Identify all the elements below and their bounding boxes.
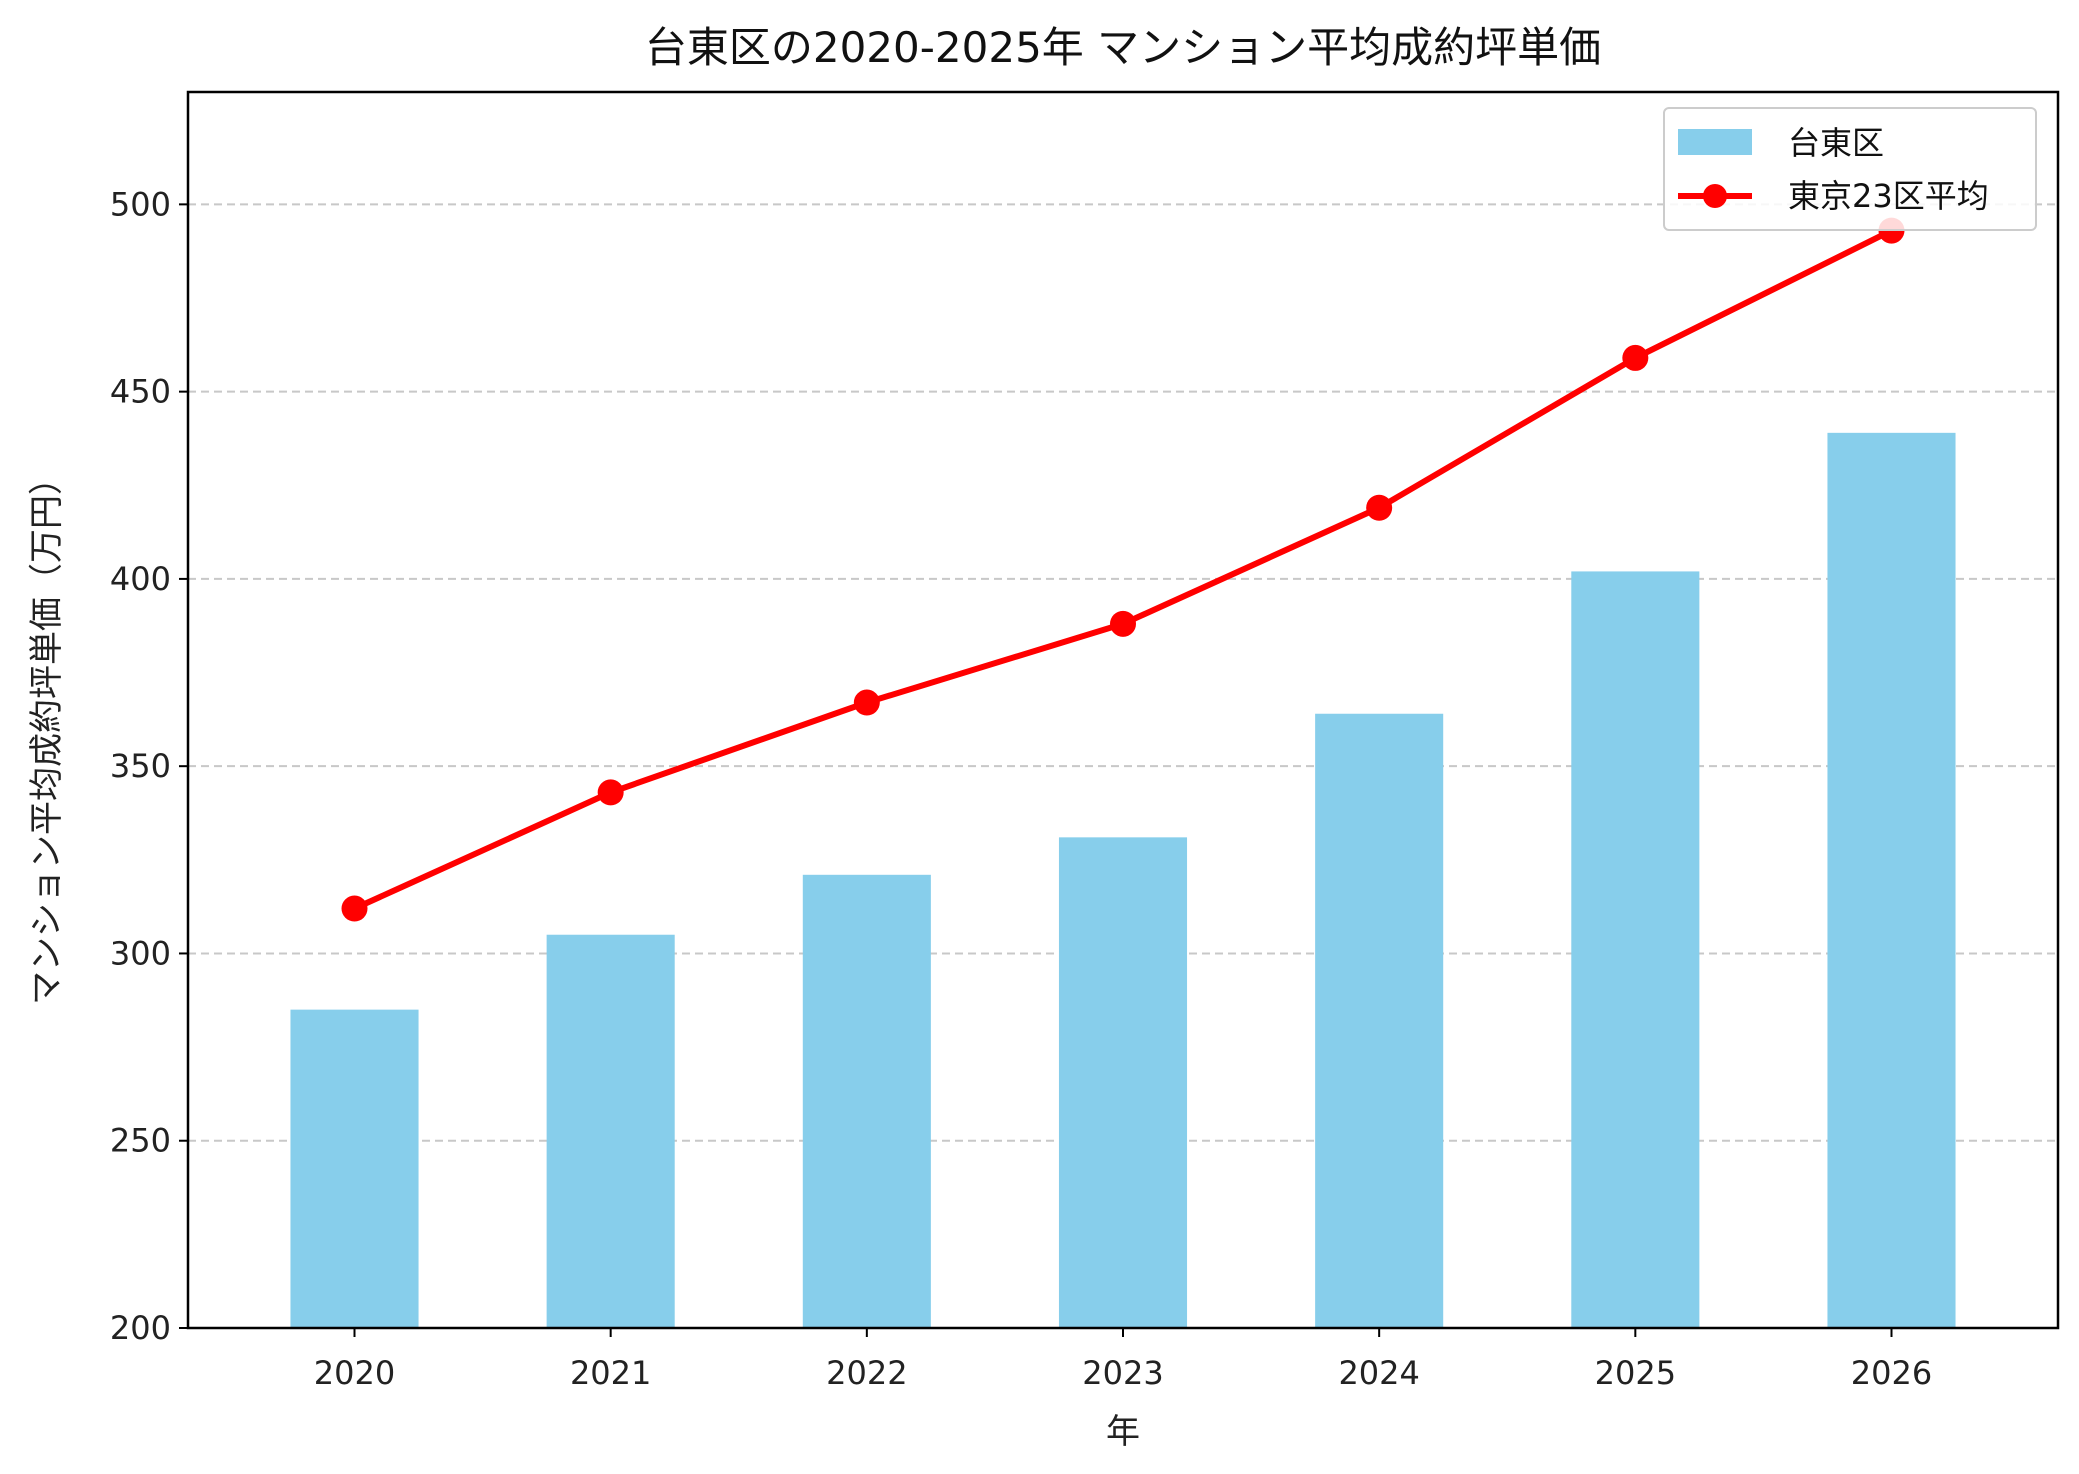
y-tick-label: 200	[110, 1309, 171, 1347]
y-tick-label: 450	[110, 373, 171, 411]
x-tick-label: 2026	[1851, 1354, 1932, 1392]
chart-title: 台東区の2020-2025年 マンション平均成約坪単価	[645, 23, 1601, 72]
x-tick-label: 2024	[1338, 1354, 1419, 1392]
y-tick-label: 350	[110, 747, 171, 785]
y-axis-title: マンション平均成約坪単価（万円）	[27, 461, 67, 1005]
legend-label: 台東区	[1788, 124, 1884, 162]
x-tick-label: 2020	[314, 1354, 395, 1392]
bar	[1827, 432, 1956, 1328]
series-point	[853, 689, 880, 716]
axes: 200 250 300 350 400 450 500 2020 2021 2022 2023 202…	[110, 90, 2060, 1392]
x-tick-label: 2023	[1082, 1354, 1163, 1392]
bar	[1571, 571, 1700, 1328]
line-series	[341, 217, 1905, 922]
legend-swatch-bar	[1678, 129, 1752, 155]
x-tick-label: 2022	[826, 1354, 907, 1392]
bar-series	[290, 432, 1956, 1328]
bar	[290, 1009, 419, 1328]
y-tick-label: 400	[110, 560, 171, 598]
series-point	[597, 779, 624, 806]
legend-label: 東京23区平均	[1788, 177, 1989, 215]
bar	[1058, 837, 1188, 1328]
series-point	[1366, 494, 1393, 521]
series-point	[1110, 610, 1136, 637]
bar	[546, 934, 675, 1328]
legend-swatch-marker	[1703, 184, 1727, 208]
bar	[802, 874, 931, 1328]
bar	[1315, 713, 1444, 1328]
series-point	[341, 895, 368, 922]
y-tick-label: 250	[110, 1122, 171, 1160]
y-tick-label: 500	[110, 185, 171, 223]
series-point	[1622, 344, 1649, 371]
x-axis-title: 年	[1106, 1412, 1140, 1452]
x-tick-label: 2021	[570, 1354, 651, 1392]
x-tick-label: 2025	[1595, 1354, 1676, 1392]
legend-box	[1663, 107, 2037, 231]
y-tick-label: 300	[110, 934, 171, 972]
